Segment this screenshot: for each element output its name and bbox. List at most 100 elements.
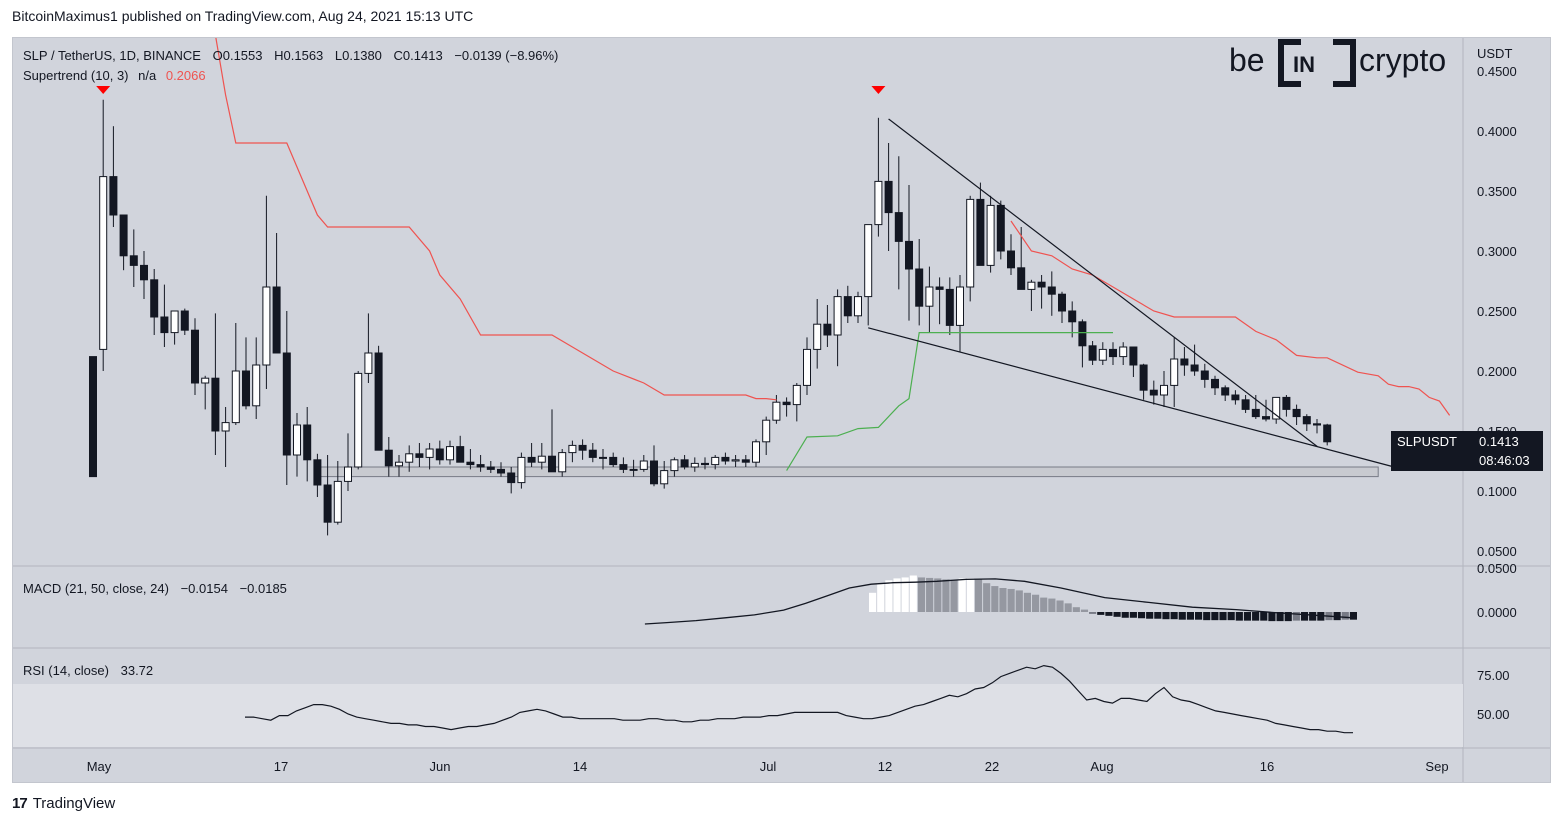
candle-body [252,364,261,407]
candle-body [1262,416,1270,420]
macd-histogram-bar [1292,612,1300,621]
candle-body [1037,281,1046,288]
supertrend-na: n/a [138,68,157,83]
price-tick-label: 0.4500 [1477,64,1517,79]
macd-histogram-bar [1349,612,1357,620]
time-tick-label: 22 [985,759,999,774]
rsi-band [13,684,1463,747]
candle-body [272,286,281,354]
candle-body [180,310,189,331]
macd-histogram-bar [958,578,966,612]
candle-body [476,464,485,468]
candle-body [874,180,883,226]
macd-histogram-bar [1260,612,1268,621]
candle-body [293,424,301,456]
candle-body [170,310,179,334]
price-tick-label: 0.3500 [1477,184,1517,199]
candle-body [1231,394,1240,401]
candle-body [507,472,516,484]
macd-histogram-bar [1089,612,1097,614]
macd-histogram-bar [885,580,893,612]
price-tag-price: 0.1413 [1479,434,1519,449]
candle-body [843,296,852,317]
candle-body [609,456,618,466]
candle-body [619,464,628,470]
time-tick-label: 17 [274,759,288,774]
macd-histogram-bar [1007,588,1015,612]
macd-histogram-bar [934,578,942,612]
wedge-upper-trendline [888,118,1318,448]
price-tick-label: 0.1000 [1477,484,1517,499]
macd-histogram-bar [1056,600,1064,612]
candle-body [864,224,873,298]
price-tick-label: 0.3000 [1477,244,1517,259]
candle-body [813,323,822,350]
candle-body [231,370,240,424]
candle-body [1313,423,1321,426]
macd-tick-label: 0.0500 [1477,561,1517,576]
candle-body [568,444,577,454]
macd-histogram-bar [1121,612,1129,618]
macd-histogram-bar [1252,612,1260,621]
candle-body [1282,396,1291,410]
candle-body [313,459,322,486]
candle-body [1190,364,1199,372]
candle-body [1292,408,1301,418]
sell-marker-icon [871,86,886,94]
macd-histogram-bar [1023,592,1031,612]
candle-body [282,352,291,456]
candle-body [395,461,403,467]
macd-histogram-bar [901,577,909,612]
candle-body [670,459,679,472]
legend-l-label: L [335,48,342,63]
macd-histogram-bar [999,588,1007,612]
candle-body [446,446,454,461]
rsi-line [245,664,1353,734]
supertrend-layer [195,0,1451,471]
candle-body [242,370,250,407]
time-tick-label: May [87,759,112,774]
candle-body [1211,378,1219,389]
candle-body [374,352,383,451]
legend-line: SLP / TetherUS, 1D, BINANCE O0.1553 H0.1… [23,48,558,63]
candle-body [1272,396,1281,420]
legend-c-label: C [394,48,403,63]
candle-body [129,255,138,266]
candle-body [303,424,312,461]
supertrend-legend: Supertrend (10, 3) n/a 0.2066 [23,68,206,83]
candle-body [650,460,658,485]
candle-body [1241,399,1250,410]
candle-body [956,286,964,326]
candle-body [1007,250,1015,269]
logo-text-crypto: crypto [1359,42,1446,78]
candle-body [1323,424,1332,443]
candle-body [333,480,342,523]
candle-body [323,484,332,523]
candle-body [466,461,475,466]
chart-svg[interactable]: USDT 0.4500 0.4000 0.3500 0.3000 0.2500 0.2000… [13,0,1550,782]
supertrend-value: 0.2066 [166,68,206,83]
candle-body [99,176,108,350]
candle-body [599,456,607,459]
macd-label: MACD (21, 50, close, 24) [23,581,169,596]
macd-histogram-bar [983,583,991,612]
candle-body [548,455,556,473]
rsi-legend: RSI (14, close) 33.72 [23,663,153,678]
candle-body [680,459,689,468]
candle-body [629,468,638,471]
support-zone [316,466,1379,478]
macd-histogram-bar [1113,612,1121,617]
candle-body [486,466,495,470]
tradingview-logo-icon: 17 [12,795,28,812]
candle-body [364,352,373,374]
candles-layer [89,99,1332,536]
chart-frame[interactable]: USDT 0.4500 0.4000 0.3500 0.3000 0.2500 0.2000… [12,0,1551,783]
rsi-label: RSI (14, close) [23,663,109,678]
candle-body [752,441,760,463]
macd-histogram-bar [1186,612,1194,620]
candle-body [986,204,995,266]
candle-body [1058,293,1066,312]
candle-body [140,264,148,281]
time-axis: May 17 Jun 14 Jul 12 22 Aug 16 Sep [87,759,1449,774]
macd-histogram-bar [1048,598,1056,612]
